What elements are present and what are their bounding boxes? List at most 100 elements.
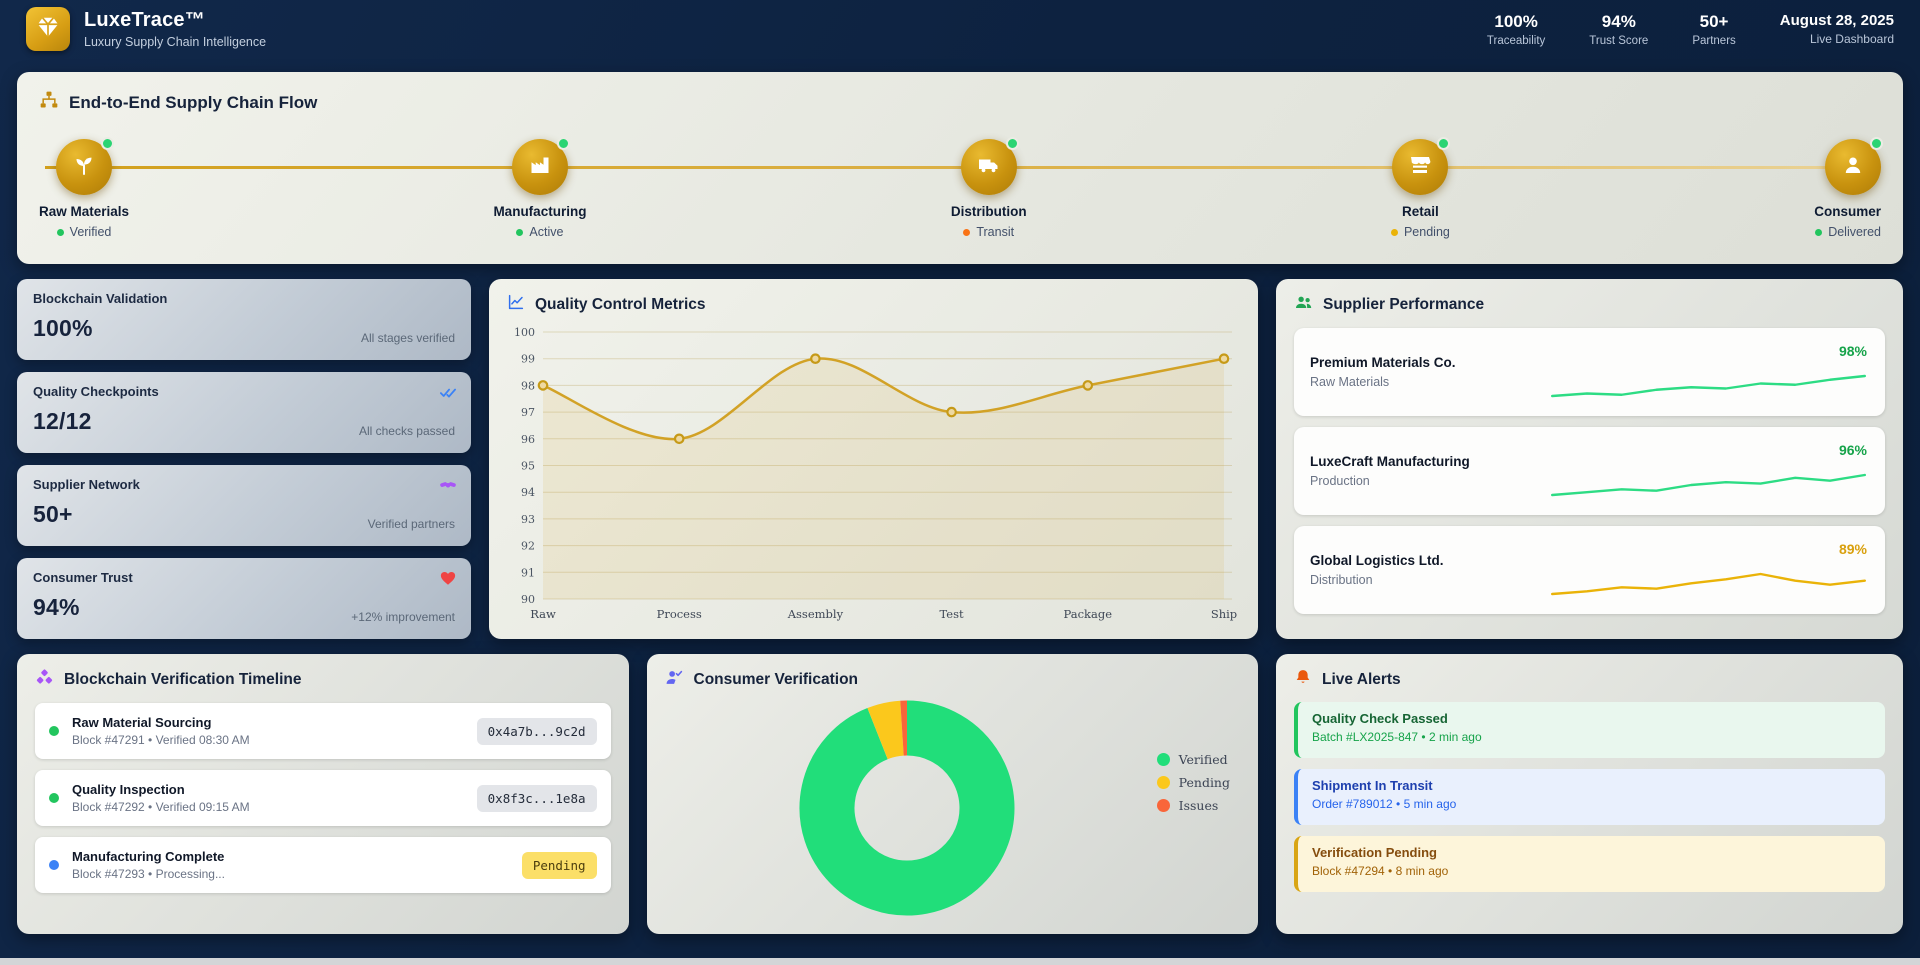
stage-retail[interactable]: Retail Pending [1390, 137, 1451, 239]
svg-text:99: 99 [521, 353, 535, 366]
stat-card-caption: Verified partners [367, 517, 455, 531]
supplier-score: 96% [1838, 442, 1867, 458]
timeline-status-dot [49, 793, 59, 803]
status-dot [1390, 228, 1398, 236]
legend-label: Verified [1178, 752, 1228, 767]
supplier-row-luxecraft[interactable]: LuxeCraft Manufacturing Production 96% [1294, 427, 1885, 515]
bell-icon [1294, 668, 1312, 691]
stage-status-text: Active [529, 225, 564, 239]
stage-raw-materials[interactable]: Raw Materials Verified [39, 137, 130, 239]
legend-item-verified: Verified [1156, 752, 1230, 767]
status-dot-badge [556, 137, 570, 150]
double-check-icon [439, 383, 457, 401]
user-icon [1841, 153, 1865, 182]
block-hash-badge: 0x4a7b...9c2d [476, 717, 597, 745]
stage-name: Retail [1402, 204, 1439, 219]
date-caption: Live Dashboard [1809, 32, 1894, 46]
supply-chain-stages: Raw Materials Verified Manufacturing [39, 137, 1883, 239]
stage-icon-circle[interactable] [1825, 137, 1883, 195]
status-dot [1815, 228, 1823, 236]
timeline-row-subtitle: Block #47293 • Processing... [72, 867, 225, 881]
alert-verification-pending[interactable]: Verification Pending Block #47294 • 8 mi… [1294, 836, 1885, 892]
supplier-name: LuxeCraft Manufacturing [1310, 454, 1470, 469]
svg-text:92: 92 [521, 540, 535, 553]
cubes-icon [35, 668, 54, 692]
supplier-category: Raw Materials [1310, 375, 1390, 389]
status-dot-badge [1005, 137, 1019, 150]
stat-label: Traceability [1486, 34, 1546, 47]
stage-name: Distribution [950, 204, 1027, 219]
supplier-category: Distribution [1310, 573, 1373, 587]
status-dot [56, 228, 64, 236]
app-header: LuxeTrace™ Luxury Supply Chain Intellige… [0, 0, 1920, 58]
users-icon [1294, 293, 1313, 317]
stat-label: Partners [1692, 34, 1736, 47]
svg-text:94: 94 [521, 486, 535, 499]
supplier-sparkline [1550, 572, 1867, 596]
header-stat-trust-score: 94% Trust Score [1589, 12, 1648, 47]
timeline-row-quality-inspection[interactable]: Quality Inspection Block #47292 • Verifi… [35, 770, 611, 826]
svg-text:96: 96 [521, 433, 535, 446]
alert-quality-check-passed[interactable]: Quality Check Passed Batch #LX2025-847 •… [1294, 702, 1885, 758]
stage-icon-circle[interactable] [960, 137, 1019, 195]
timeline-row-title: Manufacturing Complete [72, 849, 225, 864]
stat-card-quality-checkpoints[interactable]: Quality Checkpoints 12/12 All checks pas… [17, 372, 471, 453]
svg-text:Raw: Raw [530, 607, 556, 621]
alert-shipment-in-transit[interactable]: Shipment In Transit Order #789012 • 5 mi… [1294, 769, 1885, 825]
stat-card-title: Blockchain Validation [33, 291, 168, 306]
stat-value: 100% [1494, 11, 1538, 31]
stage-icon-circle[interactable] [511, 137, 570, 195]
brand: LuxeTrace™ Luxury Supply Chain Intellige… [26, 7, 266, 51]
stat-card-title: Consumer Trust [33, 570, 133, 585]
header-date: August 28, 2025 Live Dashboard [1780, 12, 1894, 46]
alert-title: Quality Check Passed [1312, 711, 1448, 726]
legend-dot [1156, 753, 1170, 766]
stage-status-text: Pending [1403, 225, 1450, 239]
timeline-row-raw-material-sourcing[interactable]: Raw Material Sourcing Block #47291 • Ver… [35, 703, 611, 759]
svg-text:97: 97 [521, 406, 535, 419]
legend-dot [1156, 776, 1170, 789]
app-title: LuxeTrace™ [84, 9, 205, 31]
svg-text:100: 100 [514, 326, 535, 339]
stat-card-supplier-network[interactable]: Supplier Network 50+ Verified partners [17, 465, 471, 546]
factory-icon [528, 153, 552, 182]
alert-subtitle: Batch #LX2025-847 • 2 min ago [1312, 730, 1482, 744]
timeline-row-title: Raw Material Sourcing [72, 715, 212, 730]
stage-icon-circle[interactable] [1392, 137, 1451, 195]
stage-consumer[interactable]: Consumer Delivered [1814, 137, 1883, 239]
user-check-icon [665, 668, 684, 692]
supplier-sparkline [1550, 473, 1867, 497]
supplier-row-global-logistics[interactable]: Global Logistics Ltd. Distribution 89% [1294, 526, 1885, 614]
timeline-panel-title: Blockchain Verification Timeline [64, 671, 302, 688]
flow-title: End-to-End Supply Chain Flow [69, 92, 318, 112]
timeline-status-dot [49, 860, 59, 870]
stage-name: Raw Materials [39, 204, 130, 219]
app-logo[interactable] [26, 7, 70, 51]
stat-card-title: Supplier Network [33, 477, 140, 492]
supplier-row-premium-materials[interactable]: Premium Materials Co. Raw Materials 98% [1294, 328, 1885, 416]
date-text: August 28, 2025 [1779, 12, 1894, 29]
stage-icon-circle[interactable] [56, 137, 115, 195]
stage-manufacturing[interactable]: Manufacturing Active [493, 137, 586, 239]
stat-card-blockchain-validation[interactable]: Blockchain Validation 100% All stages ve… [17, 279, 471, 360]
timeline-status-dot [49, 726, 59, 736]
chart-line-icon [507, 293, 525, 316]
stage-distribution[interactable]: Distribution Transit [950, 137, 1027, 239]
alerts-panel-title: Live Alerts [1322, 670, 1401, 688]
stat-card-caption: All stages verified [360, 331, 455, 345]
stat-card-caption: +12% improvement [351, 610, 455, 624]
supplier-score: 89% [1838, 541, 1867, 557]
status-dot-badge [1437, 137, 1451, 150]
supplier-score: 98% [1838, 343, 1867, 359]
quality-control-panel: Quality Control Metrics 90 91 92 93 94 95 96 97… [489, 279, 1258, 639]
svg-text:Package: Package [1064, 607, 1113, 621]
block-hash-badge: 0x8f3c...1e8a [476, 784, 597, 812]
svg-text:Assembly: Assembly [787, 607, 844, 621]
stage-status-text: Transit [976, 225, 1015, 239]
sitemap-icon [39, 90, 59, 115]
truck-icon [977, 153, 1001, 182]
stat-card-consumer-trust[interactable]: Consumer Trust 94% +12% improvement [17, 558, 471, 639]
timeline-row-manufacturing-complete[interactable]: Manufacturing Complete Block #47293 • Pr… [35, 837, 611, 893]
svg-text:91: 91 [521, 566, 535, 579]
bottom-strip [0, 958, 1920, 965]
